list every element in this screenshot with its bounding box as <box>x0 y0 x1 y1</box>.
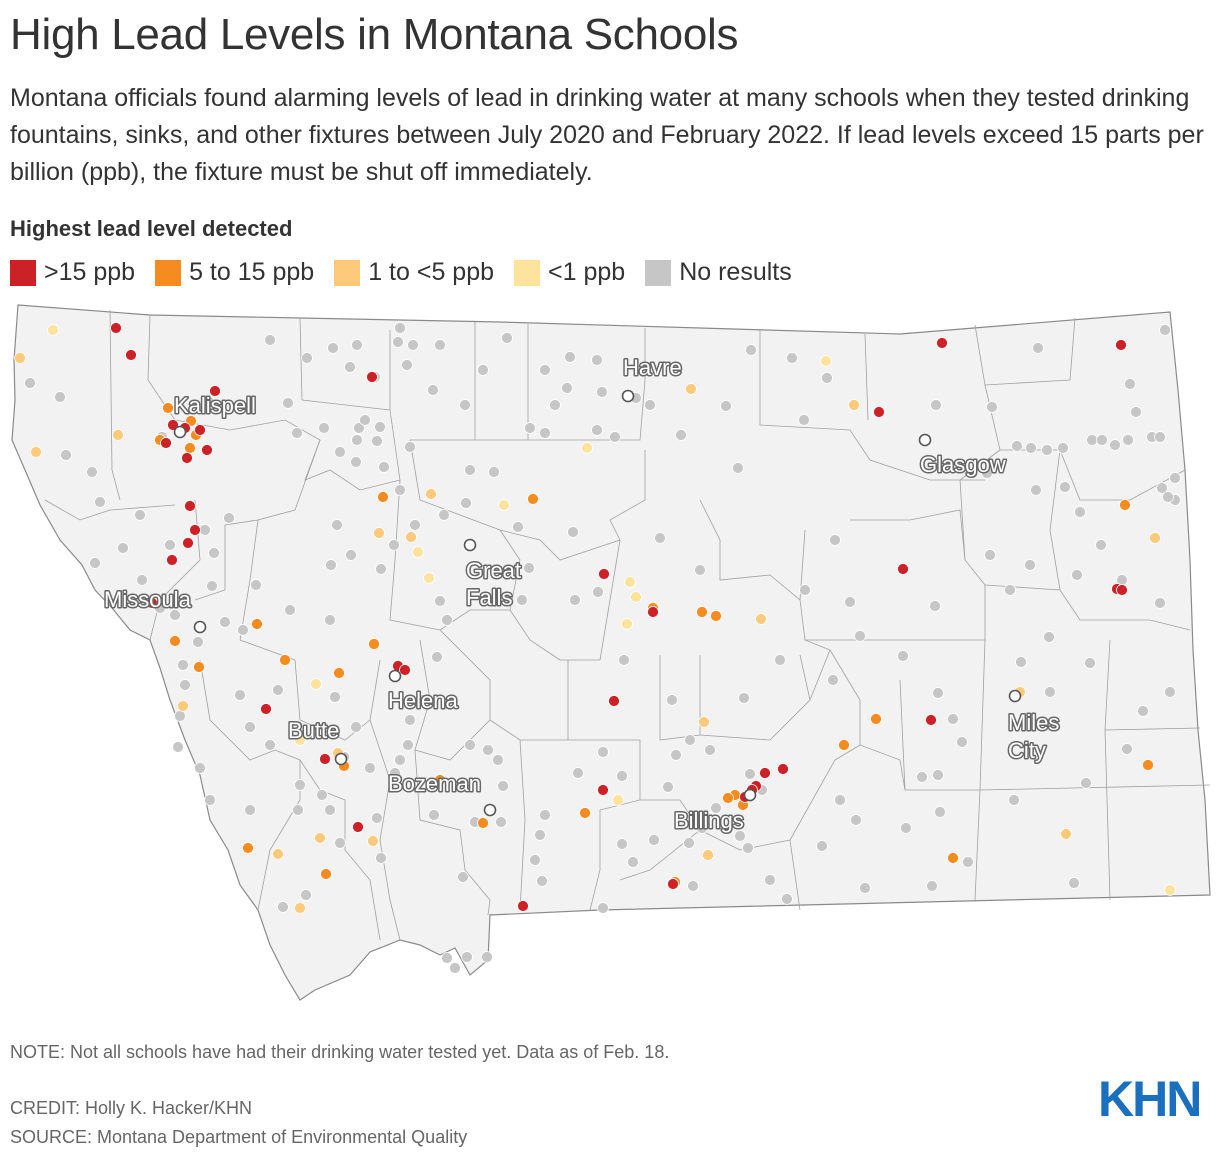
map-title: High Lead Levels in Montana Schools <box>10 10 739 59</box>
city-label-glasgow: Glasgow <box>920 452 1006 477</box>
city-label-great-falls-line1: Great <box>466 558 521 583</box>
legend-swatch-over-15 <box>10 259 36 286</box>
legend-label-over-15: >15 ppb <box>44 258 136 286</box>
legend-item-no-results: No results <box>645 258 792 287</box>
city-label-kalispell: Kalispell <box>174 393 256 418</box>
legend-swatch-1-to-5 <box>334 259 361 286</box>
legend-label-no-results: No results <box>679 258 792 286</box>
city-label-missoula: Missoula <box>104 587 192 612</box>
legend-item-1-to-5: 1 to <5 ppb <box>334 258 494 287</box>
city-label-great-falls-line2: Falls <box>466 585 512 610</box>
map-subtitle: Montana officials found alarming levels … <box>10 84 1204 186</box>
city-label-miles-city-line2: City <box>1008 738 1046 763</box>
city-label-miles-city-line1: Miles <box>1008 710 1059 735</box>
credit-line: CREDIT: Holly K. Hacker/KHN <box>10 1098 253 1118</box>
legend-title: Highest lead level detected <box>10 216 293 241</box>
legend-label-under-1: <1 ppb <box>548 258 626 286</box>
legend-item-under-1: <1 ppb <box>514 258 625 287</box>
legend-swatch-under-1 <box>514 259 541 286</box>
legend-item-5-to-15: 5 to 15 ppb <box>155 258 314 287</box>
montana-map: Kalispell Havre Glasgow Missoula Great F… <box>11 304 1211 1001</box>
legend-item-over-15: >15 ppb <box>10 258 135 287</box>
legend: >15 ppb 5 to 15 ppb 1 to <5 ppb <1 ppb N… <box>10 258 812 287</box>
source-line: SOURCE: Montana Department of Environmen… <box>10 1127 468 1147</box>
legend-label-1-to-5: 1 to <5 ppb <box>368 258 495 286</box>
city-label-butte: Butte <box>288 718 339 743</box>
school-markers <box>14 322 1181 974</box>
city-label-bozeman: Bozeman <box>388 771 481 796</box>
city-label-havre: Havre <box>623 355 682 380</box>
legend-label-5-to-15: 5 to 15 ppb <box>189 258 315 286</box>
city-label-helena: Helena <box>388 688 458 713</box>
footnote: NOTE: Not all schools have had their dri… <box>10 1042 670 1062</box>
khn-logo: KHN <box>1098 1071 1202 1127</box>
legend-swatch-no-results <box>645 259 672 286</box>
city-labels: Kalispell Havre Glasgow Missoula Great F… <box>103 354 1061 835</box>
city-label-billings: Billings <box>674 808 744 833</box>
county-lines <box>44 309 1211 941</box>
legend-swatch-5-to-15 <box>155 259 182 286</box>
